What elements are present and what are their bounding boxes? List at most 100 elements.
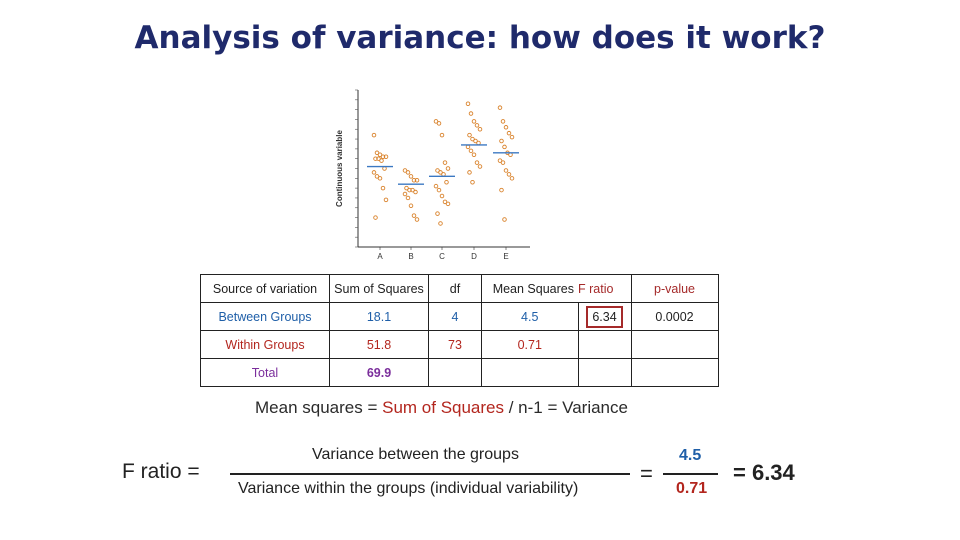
header-mean-squares: Mean Squares <box>481 274 578 303</box>
data-point <box>470 179 475 185</box>
data-point <box>373 156 378 161</box>
header-source: Source of variation <box>200 274 330 303</box>
data-point <box>439 193 445 199</box>
x-tick-label: E <box>503 252 508 261</box>
cell-empty <box>577 358 632 387</box>
data-point <box>413 189 418 195</box>
data-point <box>471 119 477 124</box>
cell-total-label: Total <box>200 358 330 387</box>
data-point <box>404 185 409 191</box>
table-row: Between Groups 18.1 4 4.5 6.34 0.0002 <box>200 302 719 331</box>
cell-within-ms: 0.71 <box>481 330 579 359</box>
header-p-value: p-value <box>630 274 719 303</box>
data-point <box>371 132 377 138</box>
data-point <box>382 166 387 171</box>
data-point <box>436 121 442 126</box>
value-fraction-line <box>663 473 718 475</box>
data-point <box>408 174 414 179</box>
table-row: Total 69.9 <box>200 358 719 387</box>
data-point <box>467 132 472 138</box>
cell-within-df: 73 <box>428 330 482 359</box>
table-row: Within Groups 51.8 73 0.71 <box>200 330 719 359</box>
data-point <box>438 221 443 226</box>
data-point <box>379 158 384 163</box>
data-point <box>439 132 445 138</box>
data-point <box>465 101 471 106</box>
data-point <box>371 170 377 175</box>
within-mean-square-value: 0.71 <box>676 480 708 497</box>
header-df: df <box>428 274 482 303</box>
data-point <box>410 187 415 193</box>
data-point <box>467 170 472 175</box>
data-point <box>442 199 448 205</box>
data-point <box>435 211 440 216</box>
data-point <box>502 144 507 150</box>
data-point <box>377 176 383 181</box>
data-point <box>380 185 386 191</box>
data-point <box>474 123 480 128</box>
y-axis-label: Continuous variable <box>335 130 344 207</box>
data-point <box>503 125 509 130</box>
fraction-line <box>230 473 630 475</box>
data-point <box>411 213 417 218</box>
data-point <box>497 105 503 110</box>
page-title: Analysis of variance: how does it work? <box>134 20 826 56</box>
data-point <box>445 166 451 171</box>
caption-sum-of-squares: Sum of Squares <box>382 398 505 417</box>
data-point <box>477 127 483 132</box>
f-ratio-highlight: 6.34 <box>586 305 623 328</box>
dot-plot: Continuous variable A B C D E <box>335 89 530 261</box>
anova-table: Source of variation Sum of Squares df Me… <box>200 274 719 387</box>
x-tick-label: D <box>471 252 477 261</box>
data-point <box>435 168 440 173</box>
data-point <box>497 158 503 163</box>
mean-squares-caption: Mean squares = Sum of Squares / n-1 = Va… <box>255 398 628 418</box>
x-tick-label: B <box>408 252 413 261</box>
data-point <box>436 187 442 193</box>
data-point <box>433 183 439 189</box>
cell-empty <box>630 330 719 359</box>
formula-numerator: Variance between the groups <box>312 446 519 463</box>
data-point <box>441 172 446 177</box>
f-ratio-result: = 6.34 <box>733 460 795 485</box>
data-point <box>373 215 378 220</box>
data-point <box>402 168 408 173</box>
between-mean-square-value: 4.5 <box>679 447 702 464</box>
data-point <box>402 191 408 197</box>
cell-between-ms: 4.5 <box>481 302 579 331</box>
data-point <box>474 160 480 165</box>
cell-between-f: 6.34 <box>577 302 632 331</box>
cell-between-ss: 18.1 <box>329 302 429 331</box>
caption-prefix: Mean squares = <box>255 398 383 417</box>
data-point <box>502 217 507 222</box>
data-point <box>377 152 383 158</box>
data-point <box>477 164 483 169</box>
data-point <box>414 178 420 183</box>
data-point <box>445 201 451 207</box>
data-point <box>476 140 481 146</box>
data-point <box>509 134 515 140</box>
cell-between-df: 4 <box>428 302 482 331</box>
data-point <box>405 195 411 201</box>
data-point <box>500 119 506 124</box>
data-point <box>503 168 509 173</box>
data-point <box>470 136 475 142</box>
formula-denominator: Variance within the groups (individual v… <box>238 480 579 497</box>
x-tick-label: C <box>439 252 445 261</box>
cell-within-label: Within Groups <box>200 330 330 359</box>
data-point <box>411 178 417 183</box>
data-point <box>380 154 386 159</box>
f-ratio-label: F ratio = <box>122 460 200 483</box>
header-sum-of-squares: Sum of Squares <box>329 274 429 303</box>
data-point <box>442 160 448 165</box>
data-point <box>508 152 513 158</box>
cell-empty <box>630 358 719 387</box>
cell-empty <box>428 358 482 387</box>
x-tick-label: A <box>377 252 383 261</box>
data-point <box>506 172 512 177</box>
cell-total-ss: 69.9 <box>329 358 429 387</box>
caption-suffix: / n-1 = Variance <box>504 398 628 417</box>
data-point <box>438 170 443 175</box>
data-point <box>506 130 512 136</box>
cell-empty <box>577 330 632 359</box>
